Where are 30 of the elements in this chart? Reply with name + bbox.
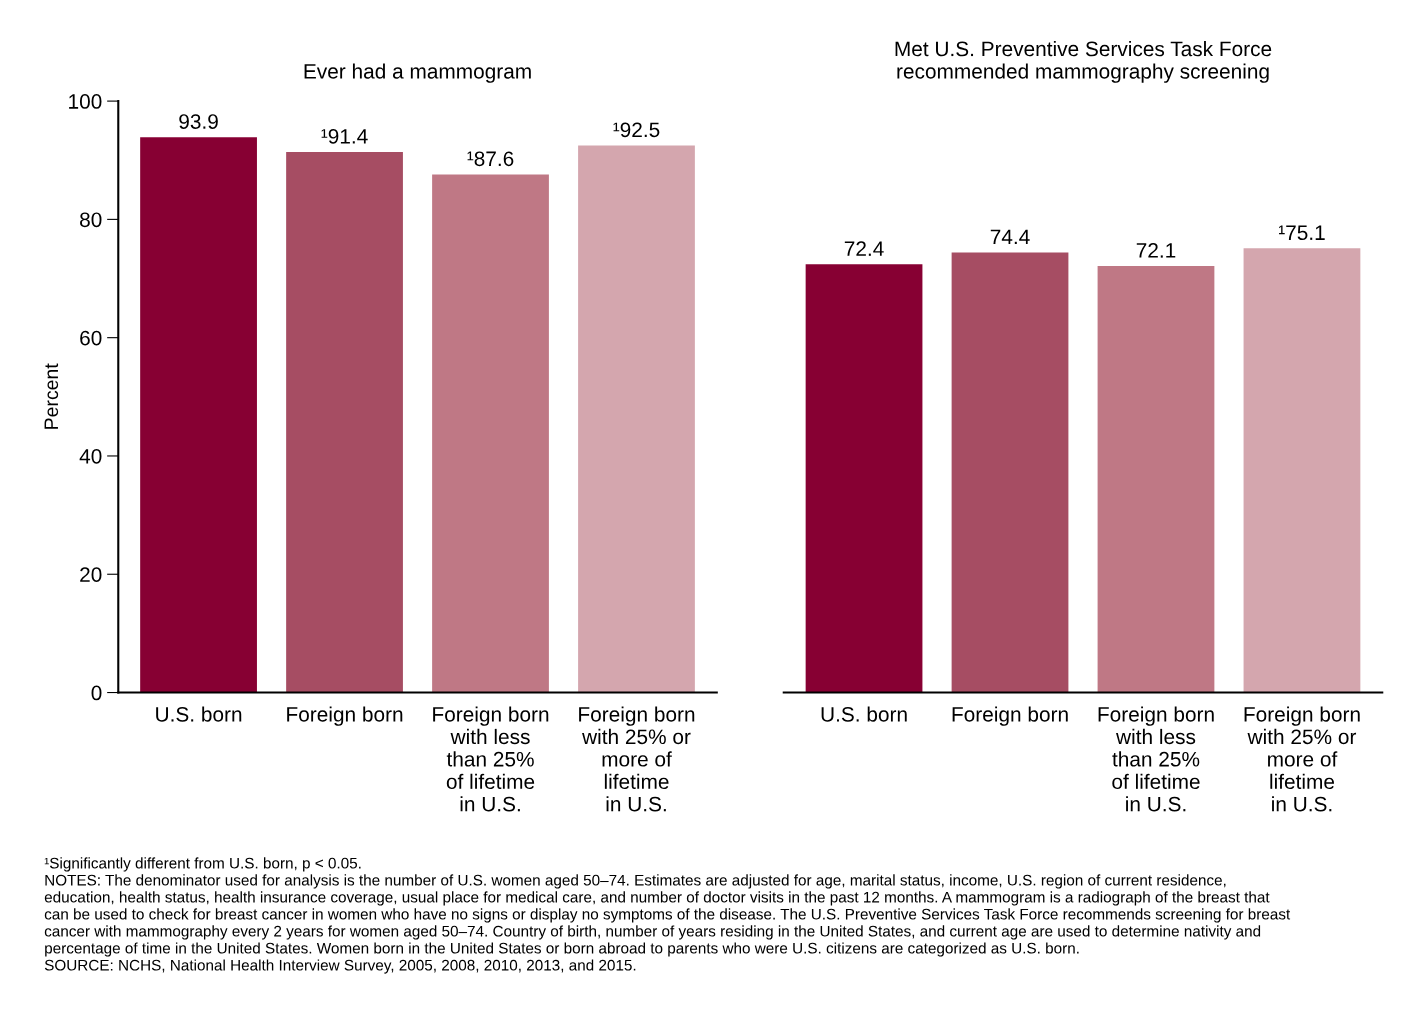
- data-label: ¹75.1: [1279, 225, 1325, 241]
- x-tick-label: Foreign born with less than 25% of lifetime in U.S.: [1098, 706, 1214, 812]
- x-tick-label: U.S. born: [156, 706, 242, 722]
- data-label: ¹91.4: [321, 128, 368, 144]
- y-tick-label: 40: [79, 448, 102, 464]
- y-tick-label: 0: [91, 685, 102, 701]
- x-tick-label: U.S. born: [821, 706, 907, 722]
- x-tick-label: Foreign born with less than 25% of lifetime in U.S.: [433, 706, 549, 812]
- x-tick-label: Foreign born with 25% or more of lifetime in U.S.: [579, 706, 695, 812]
- x-tick-label: Foreign born with 25% or more of lifetime in U.S.: [1244, 706, 1360, 812]
- data-label: 72.4: [844, 241, 884, 256]
- data-label: 93.9: [179, 114, 218, 129]
- y-tick-label: 60: [80, 330, 102, 346]
- chart-title: Met U.S. Preventive Services Task Force recommended mammography screening: [895, 40, 1272, 83]
- data-label: 74.4: [990, 229, 1030, 245]
- x-tick-label: Foreign born: [952, 706, 1068, 726]
- y-tick-label: 80: [80, 212, 102, 228]
- y-tick-label: 20: [80, 567, 102, 582]
- bar: [140, 137, 257, 693]
- y-tick-label: 100: [69, 94, 102, 109]
- text: ¹Significantly different from U.S. born, p < 0.05. NOTES: The denominator used for analysis is the number of U.S. women aged 50–74. Estimates are adjusted for age, marital status, income, U.S. region of current residence, education, health status, health insurance coverage, usual place for medical care, and number of doctor visits in the past 12 months. A mammogram is a radiograph of the breast that can be used to check for breast cancer in women who have no signs or display no symptoms of the disease. The U.S. Preventive Services Task Force recommends screening for breast cancer with mammography every 2 years for women aged 50–74. Country of birth, number of years residing in the United States, and current age are used to determine nativity and percentage of time in the United States. Women born in the United States or born abroad to parents who were U.S. citizens are categorized as U.S. born. SOURCE: NCHS, National Health Interview Survey, 2005, 2008, 2010, 2013, and 2015.: [44, 857, 1291, 974]
- x-tick-label: Foreign born: [287, 706, 403, 726]
- chart-title: Ever had a mammogram: [304, 63, 531, 83]
- data-label: ¹87.6: [467, 151, 514, 167]
- bar: [578, 145, 695, 693]
- data-label: ¹92.5: [613, 122, 660, 138]
- data-label: 72.1: [1136, 243, 1176, 258]
- bar: [286, 151, 403, 693]
- y-axis-title: Percent: [44, 363, 59, 429]
- bar: [432, 174, 549, 693]
